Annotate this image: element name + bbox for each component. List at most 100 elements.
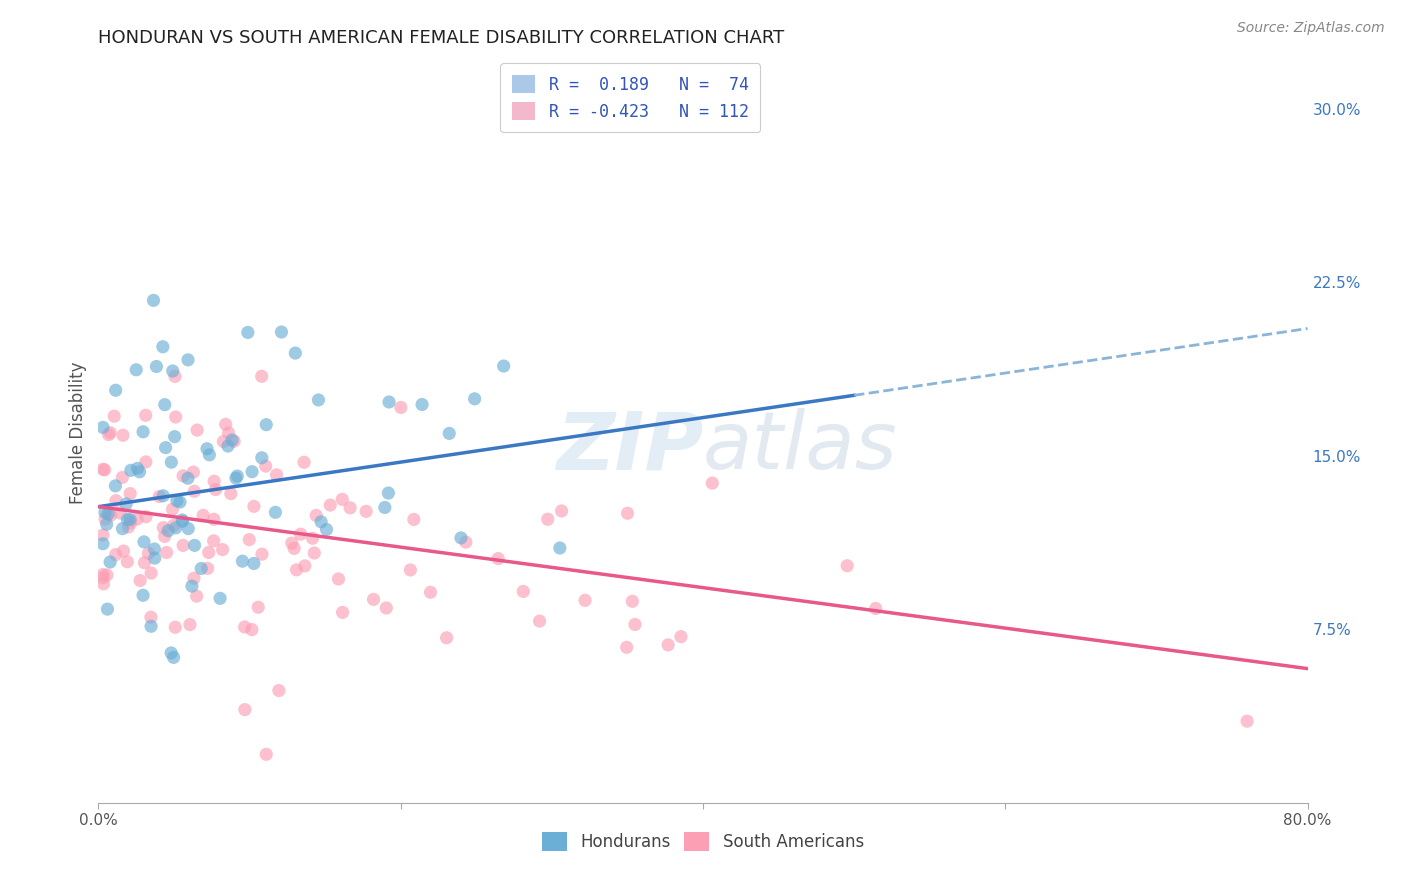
Point [267,683,290,698]
Point [132,425,155,439]
Point [247,600,270,615]
Point [139,566,162,580]
Point [218,425,240,440]
Point [152,489,174,503]
Point [202,512,225,526]
Point [120,512,142,526]
Point [127,512,149,526]
Point [315,523,337,537]
Point [135,409,157,423]
Point [162,502,184,516]
Point [669,630,692,644]
Point [145,359,167,374]
Point [104,493,127,508]
Text: atlas: atlas [703,409,898,486]
Point [285,563,308,577]
Point [98,555,121,569]
Point [129,574,152,588]
Point [97,427,120,442]
Point [162,364,184,378]
Point [319,498,342,512]
Text: HONDURAN VS SOUTH AMERICAN FEMALE DISABILITY CORRELATION CHART: HONDURAN VS SOUTH AMERICAN FEMALE DISABI… [98,29,785,47]
Point [292,455,315,469]
Point [411,397,433,411]
Point [111,428,134,442]
Point [104,479,127,493]
Point [202,474,225,488]
Point [160,455,183,469]
Point [204,483,226,497]
Point [104,384,127,398]
Point [135,509,157,524]
Point [98,425,121,440]
Point [574,593,596,607]
Point [339,500,361,515]
Point [486,551,509,566]
Point [243,557,266,571]
Point [283,541,305,556]
Point [1236,714,1258,728]
Point [195,442,218,456]
Point [120,463,142,477]
Point [153,398,176,412]
Point [294,558,316,573]
Point [419,585,441,599]
Point [152,340,174,354]
Point [307,392,329,407]
Point [132,588,155,602]
Point [224,434,246,449]
Point [264,505,287,519]
Point [91,537,114,551]
Point [214,417,236,432]
Point [163,369,186,384]
Point [160,646,183,660]
Point [284,346,307,360]
Point [100,508,122,523]
Point [177,522,200,536]
Point [91,420,114,434]
Point [183,571,205,585]
Point [377,486,399,500]
Point [402,512,425,526]
Point [211,542,233,557]
Point [266,467,288,482]
Point [250,547,273,561]
Point [172,515,194,529]
Point [221,433,243,447]
Point [91,528,114,542]
Point [169,495,191,509]
Point [399,563,422,577]
Point [202,533,225,548]
Point [128,465,150,479]
Point [305,508,328,523]
Point [183,538,205,552]
Point [240,623,263,637]
Point [127,461,149,475]
Point [616,506,638,520]
Point [378,395,401,409]
Point [94,505,117,519]
Point [139,619,162,633]
Point [436,631,458,645]
Point [529,614,551,628]
Point [464,392,486,406]
Point [454,535,477,549]
Point [363,592,385,607]
Point [301,531,323,545]
Point [304,546,326,560]
Point [177,471,200,485]
Point [91,462,114,476]
Point [243,500,266,514]
Point [250,369,273,384]
Point [439,426,461,441]
Point [309,515,332,529]
Point [281,536,304,550]
Point [270,325,292,339]
Y-axis label: Female Disability: Female Disability [69,361,87,504]
Point [550,504,572,518]
Point [250,450,273,465]
Point [179,617,201,632]
Point [209,591,232,606]
Point [219,486,242,500]
Point [153,529,176,543]
